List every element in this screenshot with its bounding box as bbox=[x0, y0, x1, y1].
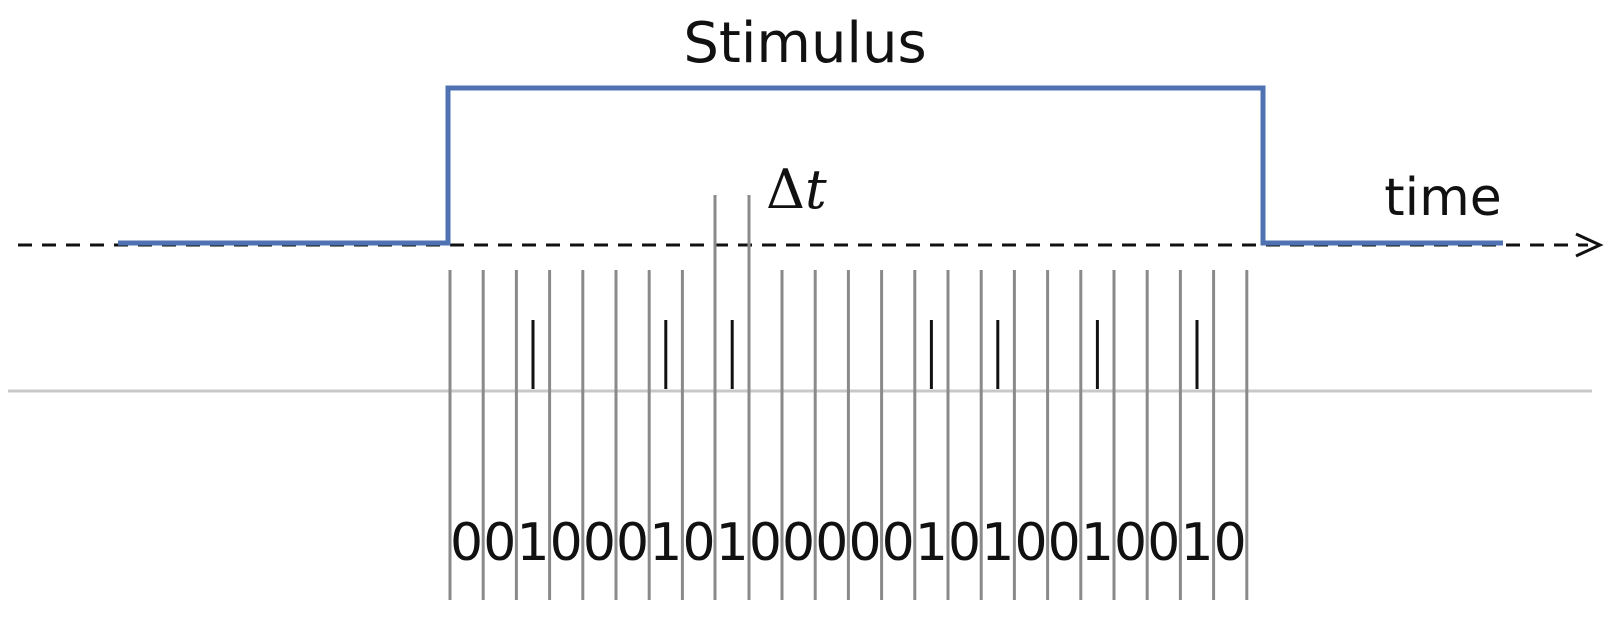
bit-label: 0 bbox=[483, 513, 516, 573]
stimulus-label: Stimulus bbox=[683, 11, 926, 76]
bit-label: 0 bbox=[583, 513, 616, 573]
bit-label: 0 bbox=[815, 513, 848, 573]
bit-label: 1 bbox=[716, 513, 749, 573]
delta-symbol: Δ bbox=[766, 158, 805, 221]
bit-label: 1 bbox=[1081, 513, 1114, 573]
bit-label: 0 bbox=[1147, 513, 1180, 573]
bit-label: 0 bbox=[882, 513, 915, 573]
bit-label: 1 bbox=[649, 513, 682, 573]
time-axis-arrowhead bbox=[1575, 232, 1604, 258]
spike-marks bbox=[531, 320, 1199, 389]
bit-label: 0 bbox=[616, 513, 649, 573]
bit-label: 1 bbox=[981, 513, 1014, 573]
bit-label: 0 bbox=[682, 513, 715, 573]
bit-label: 0 bbox=[782, 513, 815, 573]
delta-t-variable: t bbox=[805, 158, 827, 221]
bit-label: 1 bbox=[516, 513, 549, 573]
time-bin-lines bbox=[448, 270, 1249, 600]
bit-label: 0 bbox=[1114, 513, 1147, 573]
bit-label: 0 bbox=[848, 513, 881, 573]
bit-label: 1 bbox=[1180, 513, 1213, 573]
bit-label: 0 bbox=[1214, 513, 1247, 573]
stimulus-step-trace bbox=[118, 85, 1503, 246]
bit-label: 0 bbox=[1014, 513, 1047, 573]
bit-label: 0 bbox=[1048, 513, 1081, 573]
bit-label: 0 bbox=[749, 513, 782, 573]
delta-t-label: Δt bbox=[766, 158, 827, 221]
bit-label: 0 bbox=[550, 513, 583, 573]
time-label: time bbox=[1384, 168, 1501, 228]
bit-label: 0 bbox=[450, 513, 483, 573]
bit-label: 1 bbox=[915, 513, 948, 573]
bit-label: 0 bbox=[948, 513, 981, 573]
